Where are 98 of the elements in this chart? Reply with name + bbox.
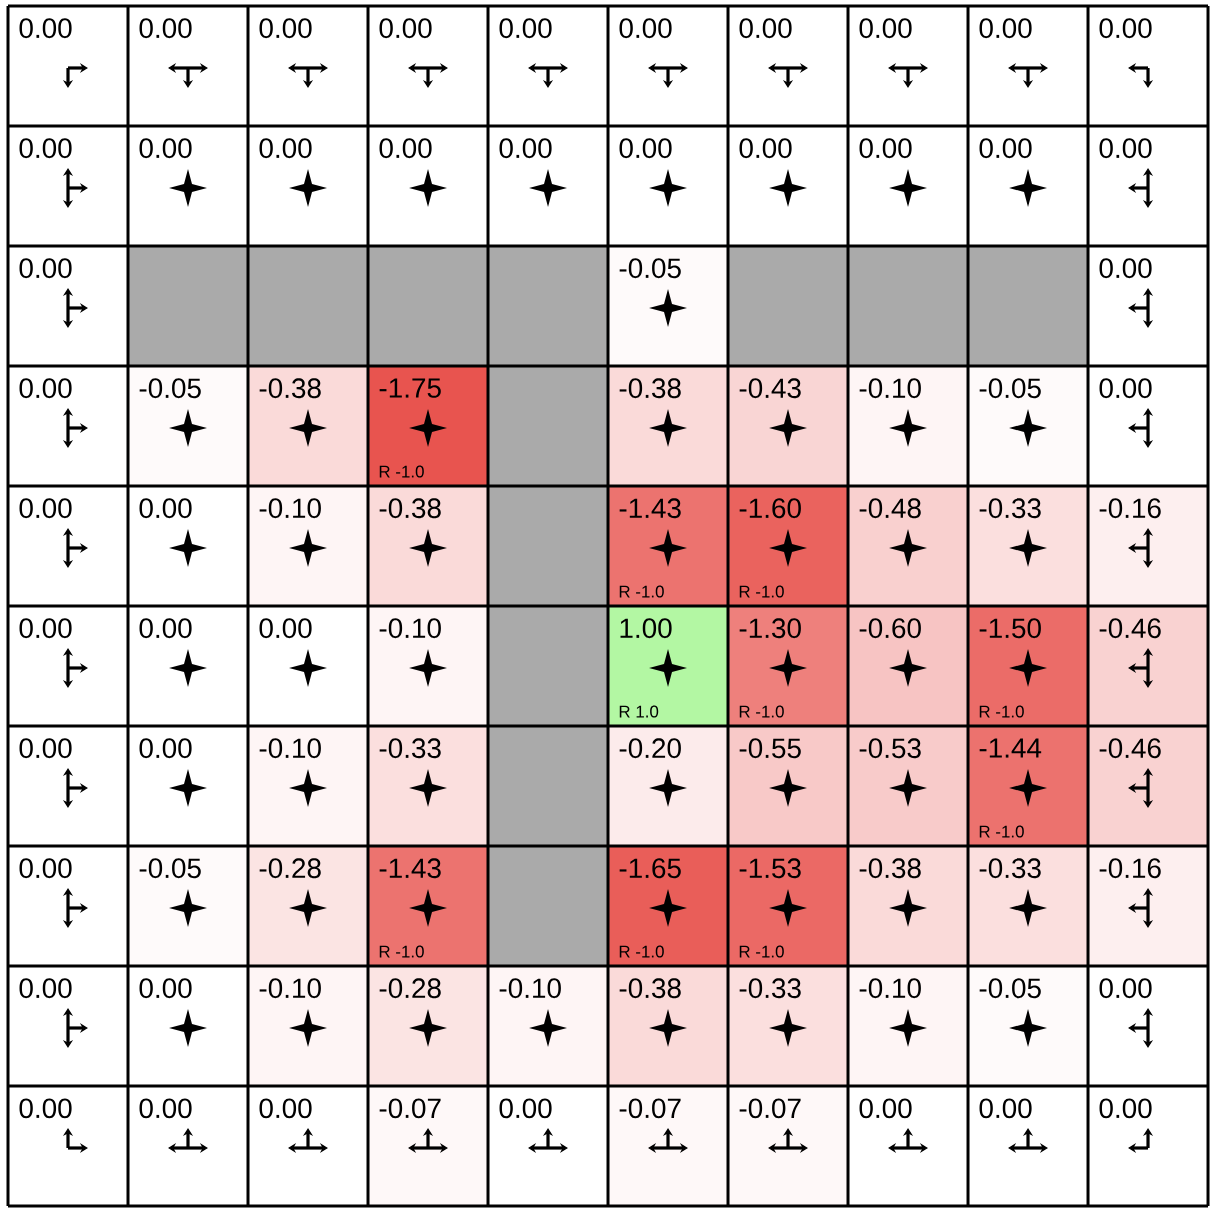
data-label: -0.16	[1099, 858, 1161, 879]
data-label: -0.38	[619, 978, 681, 999]
data-label: -0.55	[739, 738, 801, 759]
data-label: -0.33	[739, 978, 801, 999]
data-label: -0.33	[979, 858, 1041, 879]
data-label: 0.00	[499, 18, 552, 39]
data-label: -0.10	[499, 978, 561, 999]
data-label: -0.43	[739, 378, 801, 399]
data-label: 0.00	[979, 18, 1032, 39]
data-label: -0.05	[139, 858, 201, 879]
data-label: 0.00	[1099, 1098, 1152, 1119]
data-label: -0.33	[979, 498, 1041, 519]
data-label: -1.43	[379, 858, 441, 879]
data-label: -1.43	[619, 498, 681, 519]
data-label: -0.33	[379, 738, 441, 759]
data-label: 0.00	[139, 18, 192, 39]
data-label: -1.75	[379, 378, 441, 398]
data-label: 0.00	[499, 1098, 552, 1119]
annotation: R -1.0	[739, 585, 784, 598]
data-label: 0.00	[139, 738, 192, 759]
data-label: -0.46	[1099, 738, 1161, 759]
data-label: 0.00	[19, 618, 72, 639]
data-label: -0.38	[619, 378, 681, 399]
data-label: 0.00	[619, 138, 672, 159]
data-label: 0.00	[19, 138, 72, 159]
data-label: -0.05	[619, 258, 681, 279]
annotation: R -1.0	[619, 585, 664, 598]
data-label: 0.00	[499, 138, 552, 159]
data-label: 1.00	[620, 618, 672, 639]
data-label: 0.00	[19, 18, 72, 39]
data-label: -0.05	[979, 978, 1041, 999]
data-label: 0.00	[1099, 18, 1152, 39]
annotation: R -1.0	[619, 945, 664, 958]
data-label: 0.00	[1099, 978, 1152, 999]
data-label: -1.53	[739, 858, 801, 879]
data-label: -0.10	[259, 498, 321, 519]
data-label: -1.44	[979, 738, 1042, 758]
data-label: 0.00	[19, 498, 72, 519]
data-label: 0.00	[379, 18, 432, 39]
data-label: -0.10	[859, 978, 921, 999]
data-label: 0.00	[19, 258, 72, 279]
data-label: -0.07	[379, 1098, 441, 1119]
data-label: 0.00	[859, 1098, 912, 1119]
data-label: 0.00	[859, 18, 912, 39]
data-label: -0.07	[739, 1098, 801, 1119]
data-label: -0.05	[979, 378, 1041, 399]
data-label: -1.60	[739, 498, 801, 519]
data-label: -0.38	[379, 498, 441, 519]
data-label: 0.00	[859, 138, 912, 159]
data-label: 0.00	[19, 978, 72, 999]
data-label: -0.07	[619, 1098, 681, 1119]
data-label: -0.16	[1099, 498, 1161, 519]
data-label: 0.00	[1099, 258, 1152, 279]
data-label: 0.00	[979, 138, 1032, 159]
annotation: R -1.0	[739, 705, 784, 718]
annotation: R 1.0	[619, 705, 659, 718]
data-label: 0.00	[259, 618, 312, 639]
annotation: R -1.0	[979, 705, 1024, 718]
data-label: 0.00	[139, 138, 192, 159]
data-label: 0.00	[259, 138, 312, 159]
data-label: 0.00	[619, 18, 672, 39]
data-label: 0.00	[739, 18, 792, 39]
annotation: R -1.0	[379, 945, 424, 958]
data-label: 0.00	[139, 1098, 192, 1119]
data-label: -0.20	[619, 738, 681, 759]
data-label: 0.00	[739, 138, 792, 159]
data-label: 0.00	[979, 1098, 1032, 1119]
data-label: 0.00	[139, 498, 192, 519]
data-label: 0.00	[379, 138, 432, 159]
data-label: -0.10	[379, 618, 441, 639]
data-label: 0.00	[1099, 378, 1152, 399]
data-label: -1.65	[619, 858, 681, 879]
data-label: -0.28	[379, 978, 441, 999]
data-label: 0.00	[139, 978, 192, 999]
data-label: -0.28	[259, 858, 321, 879]
data-label: -0.46	[1099, 618, 1161, 639]
annotation: R -1.0	[739, 945, 784, 958]
data-label: -0.60	[859, 618, 921, 639]
data-label: -0.10	[259, 978, 321, 999]
data-label: -0.10	[259, 738, 321, 759]
annotation: R -1.0	[979, 825, 1024, 838]
data-label: -0.38	[859, 858, 921, 879]
annotation: R -1.0	[379, 465, 424, 478]
data-label: 0.00	[259, 18, 312, 39]
data-label: 0.00	[1099, 138, 1152, 159]
data-label: 0.00	[259, 1098, 312, 1119]
data-label: 0.00	[19, 858, 72, 879]
data-label: -0.48	[859, 498, 921, 519]
data-label: 0.00	[19, 378, 72, 399]
data-label: 0.00	[19, 1098, 72, 1119]
data-label: -0.38	[259, 378, 321, 399]
data-label: 0.00	[19, 738, 72, 759]
data-label: -1.50	[979, 618, 1041, 639]
data-label: 0.00	[139, 618, 192, 639]
data-label: -0.05	[139, 378, 201, 399]
data-label: -0.10	[859, 378, 921, 399]
data-label: -1.30	[739, 618, 801, 639]
data-label: -0.53	[859, 738, 921, 759]
